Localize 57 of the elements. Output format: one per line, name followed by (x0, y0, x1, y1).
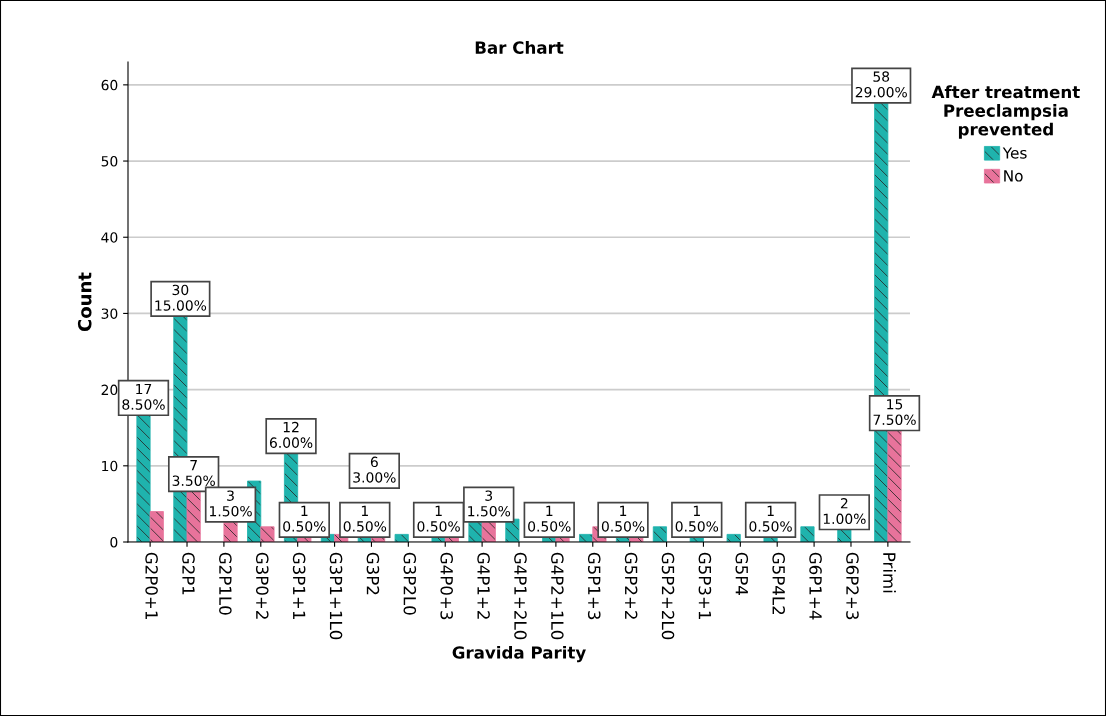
data-label: 1 0.50% (675, 505, 719, 532)
data-label: 30 15.00% (155, 284, 207, 311)
x-tick-label: G5P2+2L0 (661, 552, 675, 640)
bar (149, 511, 164, 542)
x-tick-label: G3P1+1 (292, 552, 306, 619)
data-label: 58 29.00% (855, 71, 907, 98)
data-label: 3 1.50% (210, 490, 252, 517)
x-tick-label: G5P2+2 (624, 552, 638, 619)
y-tick-label: 50 (101, 156, 118, 167)
x-tick-label: G3P2 (366, 552, 380, 595)
x-tick-label: G3P1+1L0 (329, 552, 343, 640)
x-tick-label: G5P1+3 (587, 552, 601, 620)
x-tick-label: G3P2L0 (403, 552, 417, 615)
legend-label: Yes (1002, 147, 1027, 159)
x-tick-label: G4P1+2L0 (514, 552, 527, 640)
y-tick-label: 40 (101, 232, 118, 243)
x-tick-label: G4P1+2 (477, 552, 490, 619)
data-label: 1 0.50% (528, 505, 571, 532)
x-tick-label: G5P4 (735, 552, 749, 595)
x-axis-title: Gravida Parity (452, 645, 586, 663)
x-tick-label: G4P0+3 (440, 552, 453, 620)
annotation: 6 3.00% (353, 456, 396, 483)
x-tick-label: G5P4L2 (772, 552, 785, 615)
x-tick-label: G2P1L0 (219, 552, 232, 615)
data-label: 15 7.50% (873, 399, 916, 426)
y-axis-title: Count (77, 272, 92, 332)
data-label: 1 0.50% (417, 505, 460, 532)
x-tick-label: G2P1 (182, 552, 195, 595)
legend-title: After treatment Preeclampsia prevented (931, 85, 1080, 139)
x-tick-label: Primi (883, 553, 896, 593)
chart-title: Bar Chart (475, 41, 564, 54)
data-label: 1 0.50% (749, 505, 792, 532)
x-tick-label: G3P0+2 (255, 552, 269, 619)
y-tick-label: 30 (101, 308, 118, 319)
bar (394, 533, 409, 542)
bar (652, 526, 667, 542)
data-label: 1 0.50% (601, 505, 645, 532)
y-tick-label: 10 (102, 460, 118, 472)
x-tick-label: G2P0+1 (145, 552, 158, 619)
data-label: 17 8.50% (122, 383, 165, 410)
y-tick-label: 60 (101, 79, 118, 91)
bar (726, 533, 741, 542)
y-tick-label: 0 (110, 536, 118, 548)
x-tick-label: G6P1+4 (809, 552, 822, 620)
data-label: 1 0.50% (343, 505, 387, 532)
x-tick-label: G4P2+1L0 (551, 552, 564, 640)
x-tick-label: G6P2+3 (846, 552, 859, 620)
legend-label: No (1004, 170, 1023, 182)
bar (800, 526, 815, 542)
data-label: 2 1.00% (823, 498, 866, 525)
data-label: 1 0.50% (283, 505, 326, 532)
data-label: 12 6.00% (269, 421, 313, 448)
data-label: 3 1.50% (468, 490, 511, 517)
x-tick-label: G5P3+1 (698, 552, 712, 619)
y-tick-label: 20 (101, 384, 118, 396)
data-label: 7 3.50% (172, 460, 215, 486)
bar (260, 526, 275, 542)
